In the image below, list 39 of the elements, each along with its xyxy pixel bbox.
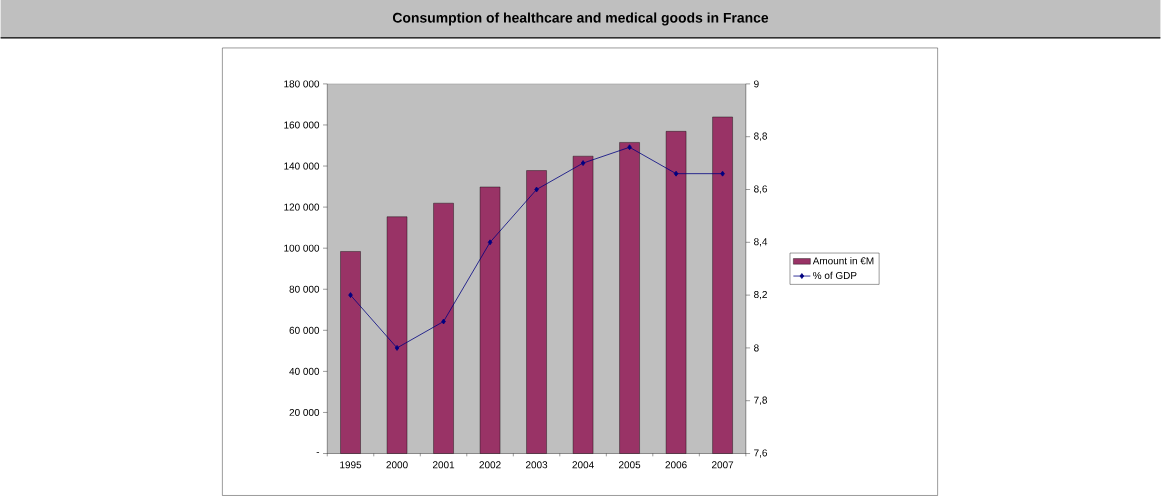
- chart-title: Consumption of healthcare and medical goods in France: [392, 12, 769, 26]
- point: [580, 159, 586, 166]
- legend-label: % of GDP: [813, 271, 857, 279]
- y2-tick-label: 8,4: [754, 237, 768, 247]
- x-tick-label: 2005: [619, 461, 641, 469]
- point: [394, 344, 400, 351]
- y-tick-label: 100 000: [284, 244, 320, 252]
- y-tick-label: 140 000: [284, 162, 320, 170]
- y-tick-label: -: [316, 451, 320, 453]
- y-tick-label: 160 000: [284, 121, 320, 129]
- y-tick-label: 180 000: [284, 80, 320, 88]
- x-tick-label: 2000: [386, 461, 408, 469]
- point: [673, 170, 679, 177]
- y2-tick-label: 8,8: [754, 132, 768, 141]
- y-tick-label: 20 000: [289, 408, 320, 416]
- x-tick-label: 2001: [432, 461, 455, 469]
- y-tick-label: 120 000: [284, 203, 320, 211]
- point: [720, 170, 725, 177]
- y2-tick-label: 8,6: [754, 185, 768, 194]
- y2-tick-label: 8,2: [754, 290, 767, 299]
- x-tick-label: 2006: [665, 461, 687, 469]
- point: [441, 318, 446, 325]
- legend-label: Amount in €M: [812, 256, 874, 265]
- y2-tick-label: 9: [754, 80, 759, 88]
- x-tick-label: 2007: [712, 461, 734, 469]
- x-tick-label: 2004: [572, 461, 594, 469]
- point: [627, 144, 632, 150]
- point: [348, 291, 353, 298]
- y-tick-label: 40 000: [289, 367, 320, 375]
- point: [534, 186, 539, 193]
- x-tick-label: 1995: [340, 461, 362, 469]
- y2-tick-label: 8: [754, 344, 759, 352]
- y-tick-label: 80 000: [289, 285, 320, 293]
- y-tick-label: 60 000: [289, 326, 320, 334]
- y2-tick-label: 7,8: [754, 396, 768, 405]
- x-tick-label: 2002: [479, 461, 501, 469]
- y2-tick-label: 7,6: [754, 449, 768, 458]
- x-tick-label: 2003: [525, 461, 548, 469]
- point: [487, 239, 493, 245]
